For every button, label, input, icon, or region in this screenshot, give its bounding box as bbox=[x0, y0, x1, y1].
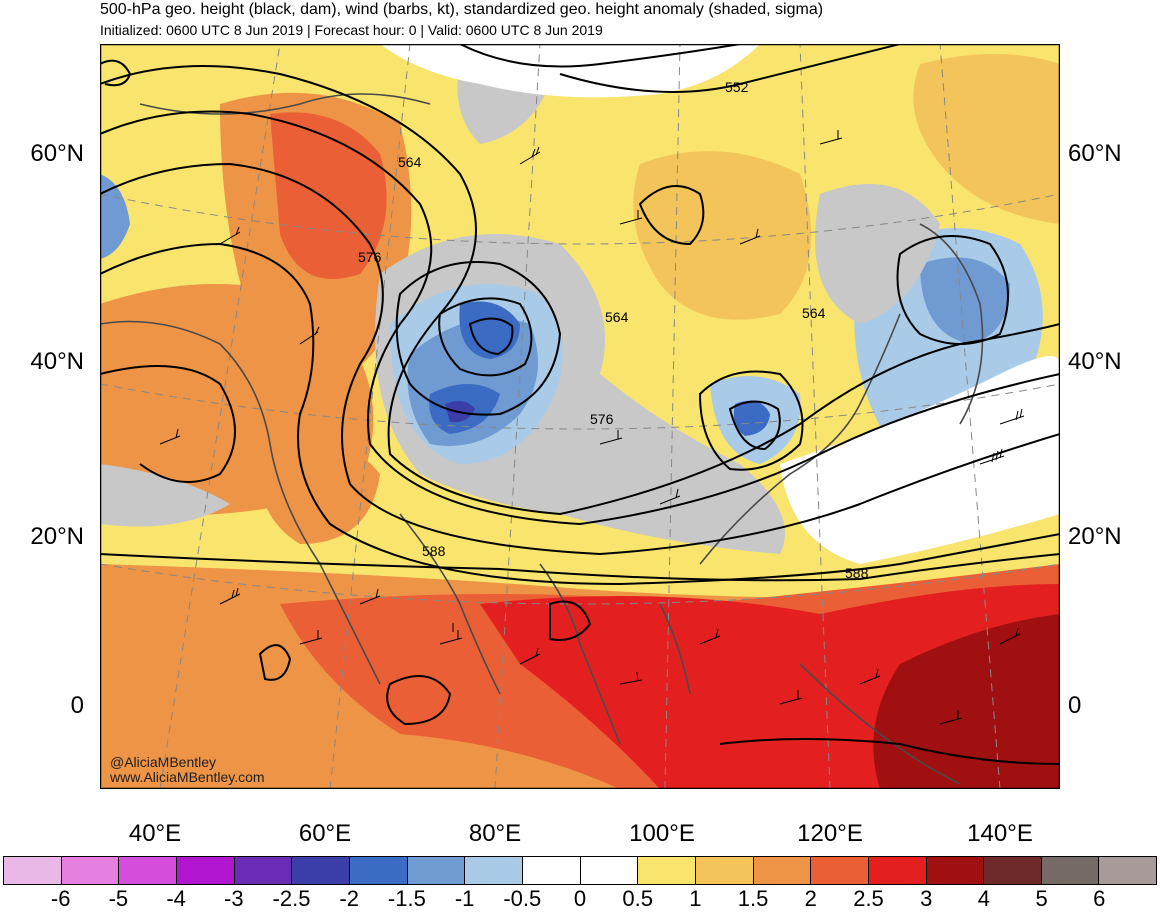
colorbar-cell bbox=[234, 857, 293, 884]
colorbar-cell bbox=[61, 857, 120, 884]
colorbar-tick-label: 2.5 bbox=[853, 886, 884, 911]
colorbar-cell bbox=[926, 857, 985, 884]
chart-title: 500-hPa geo. height (black, dam), wind (… bbox=[100, 1, 824, 18]
colorbar-cell bbox=[695, 857, 754, 884]
lon-label: 120°E bbox=[797, 820, 863, 847]
map-panel: 552 564 576 564 564 576 588 588 bbox=[100, 44, 1060, 789]
colorbar-cell bbox=[638, 857, 696, 884]
lon-label: 100°E bbox=[629, 820, 695, 847]
lat-label-left: 20°N bbox=[30, 523, 84, 550]
anomaly-arabia-positive bbox=[258, 438, 380, 544]
lat-label-left: 40°N bbox=[30, 348, 84, 375]
contour-label: 588 bbox=[845, 565, 869, 581]
contour-label: 564 bbox=[398, 154, 422, 170]
colorbar-cell bbox=[1099, 857, 1157, 884]
lon-label: 60°E bbox=[298, 820, 352, 847]
colorbar-tick-label: -2.5 bbox=[272, 886, 311, 911]
contour-label: 564 bbox=[605, 309, 629, 325]
lon-label: 40°E bbox=[128, 820, 182, 847]
contour-label: 576 bbox=[358, 249, 382, 265]
colorbar-tick-label: 2 bbox=[804, 886, 817, 911]
anomaly-southeast-darkred bbox=[873, 614, 1060, 789]
anomaly-central-positive bbox=[633, 151, 812, 320]
colorbar-cell bbox=[465, 857, 523, 884]
anomaly-west-gray bbox=[100, 464, 230, 527]
colorbar-cell bbox=[1041, 857, 1100, 884]
height-contours bbox=[100, 44, 1060, 765]
colorbar-tick-label: 3 bbox=[920, 886, 933, 911]
anomaly-china-cut-low-core bbox=[733, 400, 770, 436]
colorbar-tick-label: -1 bbox=[454, 886, 475, 911]
colorbar-tick-label: 5 bbox=[1035, 886, 1048, 911]
colorbar-cell bbox=[4, 857, 62, 884]
wind-barbs bbox=[159, 130, 1025, 725]
colorbar-cell bbox=[984, 857, 1042, 884]
contour-label: 564 bbox=[802, 305, 826, 321]
colorbar bbox=[3, 856, 1157, 885]
anomaly-russia-strong bbox=[270, 112, 387, 279]
contour-label: 552 bbox=[725, 79, 749, 95]
colorbar-tick-label: -3 bbox=[224, 886, 244, 911]
colorbar-cell bbox=[407, 857, 466, 884]
contour-labels: 552 564 576 564 564 576 588 588 bbox=[358, 79, 869, 581]
lat-label-left: 0 bbox=[70, 692, 84, 719]
colorbar-tick-label: 4 bbox=[977, 886, 991, 911]
colorbar-tick-label: 0.5 bbox=[622, 886, 653, 911]
colorbar-cell bbox=[811, 857, 869, 884]
coastlines bbox=[100, 93, 984, 785]
contour-label: 576 bbox=[590, 411, 614, 427]
colorbar-tick-label: -6 bbox=[50, 886, 71, 911]
lat-label-right: 0 bbox=[1068, 692, 1082, 719]
anomaly-east-white bbox=[780, 356, 1060, 564]
credit-handle: @AliciaMBentley bbox=[110, 754, 217, 770]
lon-label: 80°E bbox=[468, 820, 522, 847]
anomaly-central-asia-core bbox=[459, 301, 520, 359]
colorbar-cell bbox=[753, 857, 812, 884]
credit-url[interactable]: www.AliciaMBentley.com bbox=[110, 769, 265, 785]
anomaly-north-white bbox=[380, 44, 760, 98]
lat-label-right: 40°N bbox=[1068, 348, 1122, 375]
colorbar-tick-label: 1 bbox=[689, 886, 702, 911]
lon-label: 140°E bbox=[967, 820, 1033, 847]
colorbar-tick-label: 6 bbox=[1093, 886, 1106, 911]
colorbar-cell bbox=[119, 857, 177, 884]
anomaly-china-gray bbox=[815, 184, 940, 324]
anomaly-japan-negative-mid bbox=[920, 257, 1010, 344]
colorbar-cell bbox=[522, 857, 581, 884]
colorbar-cell bbox=[176, 857, 235, 884]
colorbar-cell bbox=[349, 857, 408, 884]
lat-label-left: 60°N bbox=[30, 140, 84, 167]
colorbar-tick-label: -2 bbox=[339, 886, 359, 911]
colorbar-cell bbox=[868, 857, 927, 884]
lat-label-right: 20°N bbox=[1068, 523, 1122, 550]
colorbar-tick-label: 1.5 bbox=[737, 886, 769, 911]
colorbar-cell bbox=[580, 857, 639, 884]
colorbar-tick-label: -1.5 bbox=[387, 886, 426, 911]
chart-subtitle: Initialized: 0600 UTC 8 Jun 2019 | Forec… bbox=[100, 22, 603, 38]
colorbar-cell bbox=[292, 857, 350, 884]
graticule bbox=[100, 44, 1060, 789]
colorbar-tick-label: 0 bbox=[573, 886, 587, 911]
contour-label: 588 bbox=[422, 543, 446, 559]
anomaly-east-positive bbox=[913, 54, 1060, 224]
colorbar-tick-label: -4 bbox=[166, 886, 186, 911]
lat-label-right: 60°N bbox=[1068, 140, 1122, 167]
colorbar-tick-label: -0.5 bbox=[503, 886, 542, 911]
colorbar-tick-label: -5 bbox=[108, 886, 129, 911]
